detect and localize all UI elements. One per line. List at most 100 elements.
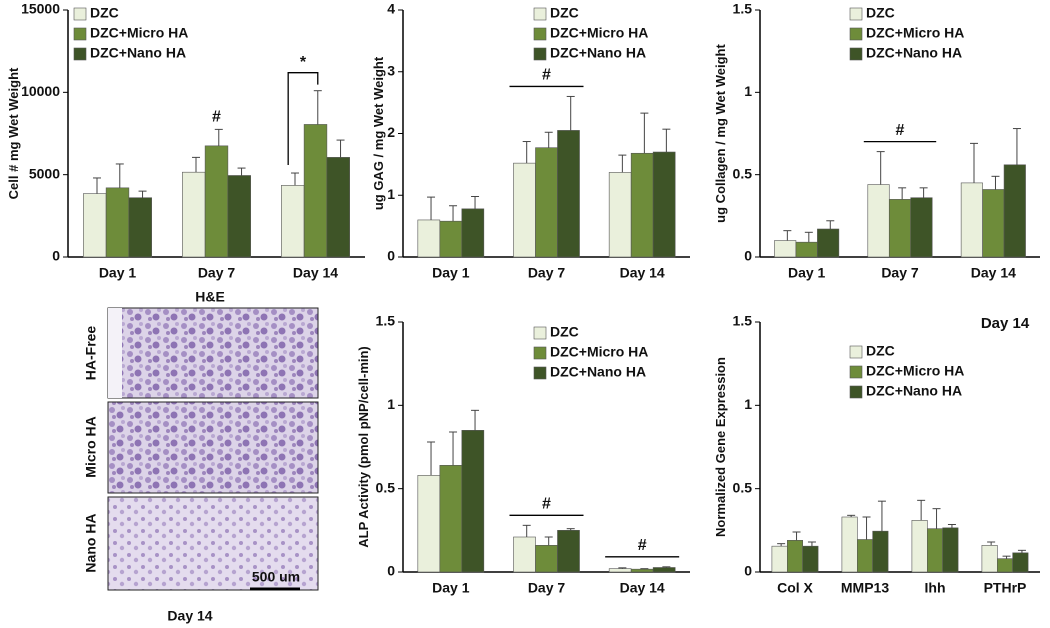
bar [795, 241, 818, 258]
bar [630, 568, 654, 573]
legend-swatch [533, 366, 547, 380]
row-label: Nano HA [83, 513, 99, 572]
x-tick-label: Day 1 [788, 265, 826, 281]
bar [630, 152, 654, 258]
legend-label: DZC+Micro HA [866, 363, 964, 379]
bar [786, 540, 803, 573]
bar [856, 539, 873, 573]
histology-caption: Day 14 [167, 608, 212, 624]
legend-label: DZC+Nano HA [866, 45, 962, 61]
bar [1012, 552, 1029, 573]
y-tick-label: 1.5 [376, 313, 396, 329]
scale-bar-label: 500 um [252, 569, 300, 585]
bar [439, 465, 463, 573]
legend-swatch [849, 385, 863, 399]
y-axis-label: ug Collagen / mg Wet Weight [713, 44, 728, 223]
y-tick-label: 1 [387, 186, 395, 202]
legend-swatch [73, 7, 87, 21]
y-tick-label: 5000 [29, 165, 60, 181]
legend-label: DZC+Micro HA [866, 25, 964, 41]
legend-label: DZC [90, 5, 119, 21]
legend-swatch [849, 27, 863, 41]
panel-subtitle: Day 14 [981, 315, 1030, 332]
x-tick-label: Day 1 [99, 265, 137, 281]
bar [204, 145, 229, 258]
x-tick-label: Col X [777, 580, 813, 596]
x-tick-label: Day 14 [620, 265, 665, 281]
legend-label: DZC+Nano HA [866, 383, 962, 399]
bar [867, 184, 890, 258]
legend-swatch [73, 47, 87, 61]
legend-label: DZC [550, 5, 579, 21]
bar [513, 536, 536, 573]
bar [817, 228, 840, 258]
legend-swatch [849, 7, 863, 21]
histology-image [107, 496, 319, 591]
bar [926, 528, 943, 573]
legend-label: DZC+Micro HA [550, 25, 648, 41]
x-tick-label: Ihh [925, 580, 946, 596]
y-tick-label: 3 [387, 62, 395, 78]
legend-label: DZC+Nano HA [90, 45, 186, 61]
y-tick-label: 0 [744, 248, 752, 264]
bar [417, 219, 441, 258]
bar [910, 197, 933, 258]
bar [417, 475, 441, 573]
bar [535, 147, 558, 258]
bar [557, 530, 580, 573]
x-tick-label: Day 1 [432, 580, 470, 596]
y-axis-label: ALP Activity (pmol pNP/cell-min) [356, 346, 371, 548]
row-label: Micro HA [83, 416, 99, 477]
significance-mark: # [638, 537, 647, 554]
legend-swatch [849, 47, 863, 61]
histology-edge [108, 308, 122, 398]
bar [439, 220, 463, 258]
x-tick-label: Day 14 [293, 265, 338, 281]
x-tick-label: Day 1 [432, 265, 470, 281]
significance-mark: # [896, 122, 905, 139]
y-tick-label: 0 [52, 248, 60, 264]
bar [557, 130, 580, 258]
significance-mark: # [542, 67, 551, 84]
legend-label: DZC+Micro HA [550, 344, 648, 360]
y-tick-label: 15000 [21, 1, 60, 17]
bar [888, 199, 912, 258]
y-tick-label: 0.5 [733, 165, 753, 181]
y-tick-label: 1 [387, 396, 395, 412]
bar [608, 172, 632, 258]
x-tick-label: Day 7 [528, 580, 566, 596]
bar [513, 162, 536, 258]
y-tick-label: 0 [387, 563, 395, 579]
bar [771, 545, 788, 573]
x-tick-label: Day 7 [528, 265, 566, 281]
bar [960, 182, 983, 258]
bar [461, 430, 485, 573]
significance-mark: # [542, 496, 551, 513]
bar [802, 545, 819, 573]
legend-label: DZC+Nano HA [550, 364, 646, 380]
legend-swatch [533, 326, 547, 340]
bar [841, 516, 858, 573]
y-tick-label: 0 [744, 563, 752, 579]
bar [982, 189, 1005, 258]
bar [281, 185, 305, 258]
legend-swatch [73, 27, 87, 41]
legend-label: DZC [550, 324, 579, 340]
histology-image [107, 307, 319, 399]
bar [652, 151, 676, 258]
y-tick-label: 4 [387, 1, 395, 17]
bar [128, 197, 152, 258]
legend-swatch [533, 7, 547, 21]
bar [996, 558, 1013, 573]
bar [326, 157, 350, 258]
y-tick-label: 1 [744, 83, 752, 99]
bar [652, 567, 676, 573]
y-tick-label: 0.5 [376, 479, 396, 495]
bar [83, 193, 107, 258]
legend-label: DZC+Micro HA [90, 25, 188, 41]
bar [182, 171, 206, 258]
legend-swatch [533, 346, 547, 360]
histology-image [107, 401, 319, 494]
bar [461, 208, 485, 258]
